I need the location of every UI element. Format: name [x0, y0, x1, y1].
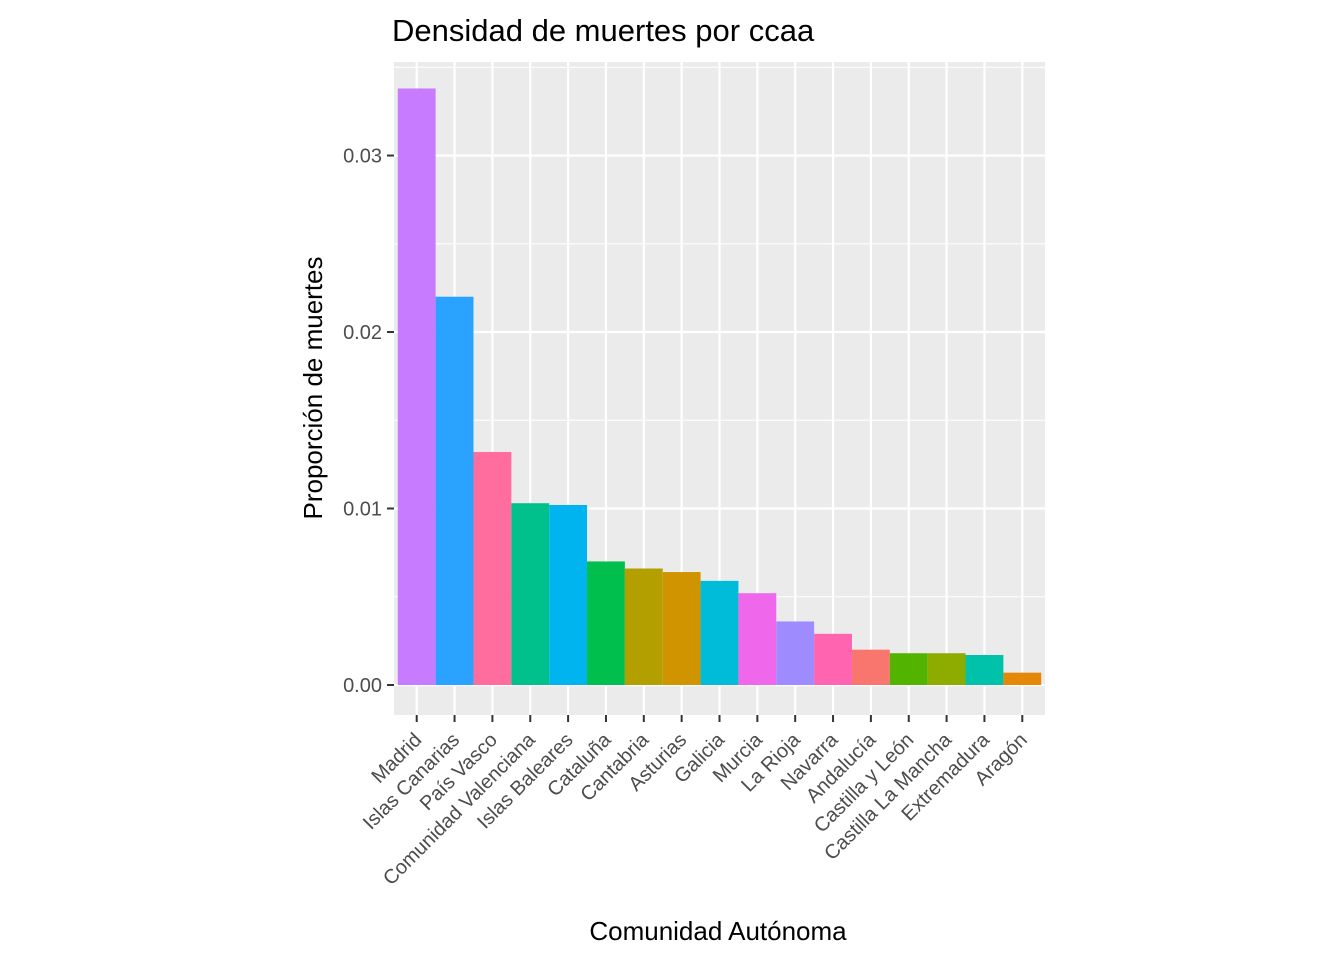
- bar-9: [738, 593, 777, 685]
- bar-1: [435, 296, 474, 685]
- x-axis-title: Comunidad Autónoma: [589, 916, 847, 946]
- bar-3: [511, 503, 550, 685]
- bar-10: [776, 621, 815, 685]
- bar-0: [397, 88, 436, 685]
- bar-2: [473, 452, 512, 685]
- y-tick-label: 0.02: [343, 322, 382, 344]
- bar-8: [700, 580, 739, 685]
- bar-4: [549, 504, 588, 685]
- chart-title: Densidad de muertes por ccaa: [392, 13, 815, 48]
- y-axis: 0.00 0.01 0.02 0.03: [343, 146, 394, 697]
- y-tick-label: 0.00: [343, 675, 382, 697]
- bar-16: [1003, 672, 1042, 685]
- bar-6: [624, 568, 663, 685]
- bar-11: [814, 633, 852, 685]
- bar-7: [662, 572, 701, 685]
- bars: [397, 88, 1042, 685]
- y-axis-title: Proporción de muertes: [298, 256, 328, 519]
- bar-12: [851, 649, 890, 685]
- bar-15: [965, 654, 1004, 685]
- bar-5: [587, 561, 625, 685]
- y-tick-label: 0.03: [343, 146, 382, 168]
- bar-14: [927, 653, 966, 685]
- y-tick-label: 0.01: [343, 499, 382, 521]
- bar-13: [889, 653, 928, 685]
